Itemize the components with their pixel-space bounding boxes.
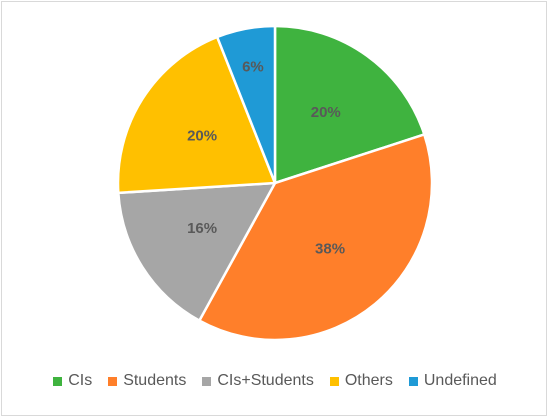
- data-label-undefined: 6%: [242, 58, 264, 75]
- pie-slices: [116, 24, 434, 342]
- data-label-students: 38%: [315, 241, 345, 258]
- pie-labels: 20% 38% 16% 20% 6%: [187, 58, 345, 257]
- legend-swatch: [108, 376, 118, 386]
- data-label-others: 20%: [187, 128, 217, 145]
- pie-slice-cis-students: [117, 181, 277, 322]
- legend-item-undefined: Undefined: [408, 372, 497, 390]
- data-label-cis-students: 16%: [187, 220, 217, 237]
- legend: CIs Students CIs+Students Others Undefined: [0, 372, 550, 390]
- legend-item-cis: CIs: [53, 372, 92, 390]
- legend-swatch: [53, 376, 63, 386]
- pie-slice-others: [116, 35, 277, 195]
- legend-item-cis-students: CIs+Students: [202, 372, 314, 390]
- legend-swatch: [202, 376, 212, 386]
- data-label-cis: 20%: [311, 104, 341, 121]
- legend-label: Others: [344, 372, 393, 389]
- legend-label: CIs: [68, 372, 93, 389]
- pie-slice-cis: [273, 24, 426, 185]
- legend-label: CIs+Students: [217, 372, 314, 389]
- legend-swatch: [408, 376, 418, 386]
- legend-label: Students: [123, 372, 187, 389]
- pie-slice-undefined: [215, 24, 277, 185]
- legend-item-students: Students: [108, 372, 186, 390]
- pie-slice-students: [198, 133, 434, 342]
- legend-swatch: [329, 376, 339, 386]
- legend-label: Undefined: [423, 372, 497, 389]
- legend-item-others: Others: [329, 372, 393, 390]
